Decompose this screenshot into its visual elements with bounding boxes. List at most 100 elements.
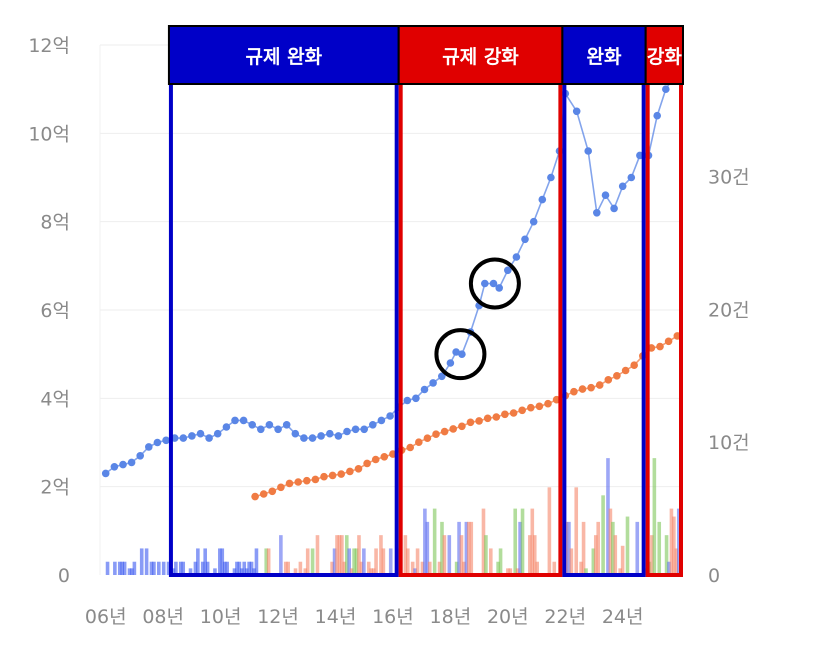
volume-bar [674,548,679,575]
data-point [570,387,578,396]
volume-bar [266,548,271,575]
x-tick-label: 10년 [200,606,242,628]
data-point [521,235,529,244]
data-point [268,487,277,496]
period-header [644,25,685,85]
volume-bar [432,508,437,575]
volume-bar [149,561,154,575]
volume-bar [374,548,378,575]
volume-bar [347,548,352,575]
volume-bar [620,545,625,575]
data-point [277,483,285,492]
volume-bar [427,561,432,575]
volume-bar [437,561,442,575]
data-point [303,476,311,485]
data-point [274,425,282,434]
volume-bar [171,568,176,575]
volume-bar [237,561,242,575]
volume-bar [132,561,137,575]
series-line [254,335,678,498]
data-point [518,406,526,415]
data-point [449,425,458,433]
volume-bar [349,568,354,575]
volume-bar [664,535,669,575]
data-point [527,403,535,412]
volume-bar [244,568,249,575]
volume-bar [200,561,205,575]
volume-bar [611,521,615,575]
data-point [662,85,670,93]
grid-lines [99,44,683,575]
data-point [188,432,196,440]
volume-bar [359,561,364,575]
data-point [291,429,300,438]
volume-bar [178,561,183,575]
data-point [535,402,544,411]
volume-bar [122,561,127,575]
data-point [265,421,274,429]
volume-bar [174,561,178,575]
volume-bar [157,561,161,575]
data-point [432,430,440,439]
volume-bar [579,561,583,575]
volume-bar [606,458,610,575]
volume-bar [423,508,427,575]
data-point [308,434,317,442]
volume-bar [532,535,537,575]
data-point [593,209,601,217]
volume-bar [264,548,269,575]
volume-bar [283,561,288,575]
volume-bar [528,535,532,575]
volume-bar [593,535,598,575]
data-point [509,409,518,417]
volume-bar [403,535,408,575]
volume-bar [513,508,518,575]
data-point [492,413,501,421]
period-header [167,25,400,85]
volume-bar [240,568,244,575]
volume-bar [332,548,337,575]
volume-bar [410,561,415,575]
volume-bar [442,535,447,575]
volume-bar [535,561,539,575]
volume-bar [388,548,393,575]
data-point [346,467,354,476]
x-tick-label: 12년 [257,606,299,628]
data-point [259,490,268,498]
volume-bar [581,521,586,575]
volume-bar [337,535,342,575]
volume-bar [305,548,310,575]
volume-bar [440,521,444,575]
volume-bar [352,548,356,575]
volume-bar [293,568,298,575]
x-tick-label: 06년 [85,606,127,628]
volume-bar [342,561,347,575]
volume-bar [613,535,618,575]
volume-bar [506,568,510,575]
data-point [452,348,460,356]
data-point [222,423,231,431]
data-point [369,421,377,429]
data-point [351,425,360,434]
volume-bar [413,568,417,575]
volume-bar [672,516,676,575]
y-right-tick-label: 0 [708,565,720,587]
data-point [501,410,509,419]
data-point [326,429,334,438]
volume-bar [459,535,464,575]
volume-bar [657,521,662,575]
data-point [529,217,538,226]
data-point [231,416,239,425]
volume-bars [105,458,681,575]
data-point [343,427,351,436]
volume-bar [618,568,622,575]
data-point [664,337,673,346]
period-boxes: 규제 완화 규제 강화 완화 강화 [167,25,685,577]
volume-bar [220,548,225,575]
volume-bar [371,568,376,575]
volume-bar [574,487,579,575]
volume-bar [676,508,681,575]
volume-bar [286,561,290,575]
y-left-tick-label: 10억 [28,123,70,145]
